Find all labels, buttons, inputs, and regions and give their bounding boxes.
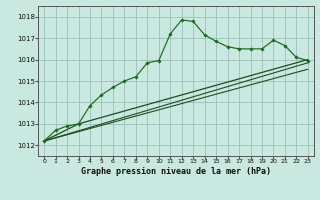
- X-axis label: Graphe pression niveau de la mer (hPa): Graphe pression niveau de la mer (hPa): [81, 167, 271, 176]
